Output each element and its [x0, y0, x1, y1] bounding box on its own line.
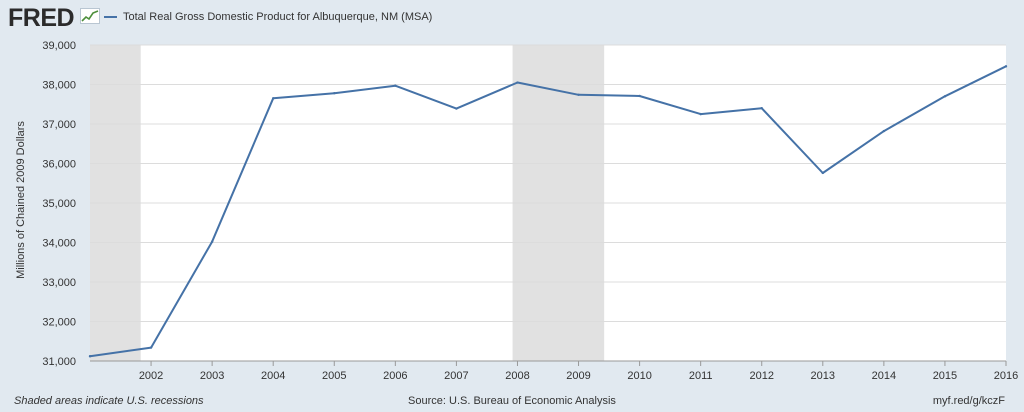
line-chart-icon	[80, 8, 100, 24]
x-tick-label: 2009	[566, 370, 590, 382]
y-tick-label: 32,000	[42, 317, 76, 329]
x-tick-label: 2011	[689, 370, 713, 382]
y-tick-label: 31,000	[42, 356, 76, 368]
y-tick-label: 39,000	[42, 40, 76, 52]
data-point	[760, 107, 763, 110]
recession-note: Shaded areas indicate U.S. recessions	[14, 395, 204, 407]
source-text: Source: U.S. Bureau of Economic Analysis	[408, 395, 616, 407]
x-tick-label: 2003	[200, 370, 224, 382]
data-point	[455, 107, 458, 110]
legend-swatch	[104, 16, 117, 18]
x-tick-label: 2006	[383, 370, 407, 382]
x-tick-label: 2016	[994, 370, 1018, 382]
data-point	[394, 84, 397, 87]
chart-footer: Shaded areas indicate U.S. recessions So…	[0, 395, 1024, 411]
data-point	[943, 95, 947, 98]
x-tick-label: 2008	[505, 370, 529, 382]
chart-legend: Total Real Gross Domestic Product for Al…	[104, 11, 432, 23]
data-point	[516, 81, 519, 84]
y-tick-label: 34,000	[42, 238, 76, 250]
y-tick-label: 36,000	[42, 159, 76, 171]
data-point	[821, 171, 824, 175]
data-point	[1004, 65, 1008, 68]
x-tick-label: 2013	[811, 370, 835, 382]
x-tick-label: 2010	[627, 370, 651, 382]
data-point	[272, 97, 275, 100]
x-tick-label: 2015	[933, 370, 957, 382]
data-point	[88, 355, 92, 358]
data-point	[699, 112, 702, 116]
chart-header: FRED Total Real Gross Domestic Product f…	[0, 0, 1024, 36]
legend-label: Total Real Gross Domestic Product for Al…	[123, 11, 433, 23]
y-tick-label: 37,000	[42, 119, 76, 131]
x-tick-label: 2014	[872, 370, 896, 382]
short-url-link[interactable]: myf.red/g/kczF	[932, 395, 1005, 407]
data-point	[638, 94, 641, 98]
x-tick-label: 2005	[322, 370, 346, 382]
y-tick-label: 38,000	[42, 80, 76, 92]
x-tick-label: 2004	[261, 370, 285, 382]
x-tick-label: 2002	[139, 370, 163, 382]
line-chart: 31,000 32,000 33,000 34,000 35,000 36,000 37,0…	[42, 40, 1018, 382]
series-line	[89, 65, 1007, 358]
data-point	[577, 93, 580, 96]
fred-logo: FRED	[8, 4, 75, 32]
data-point	[882, 129, 886, 133]
data-point	[210, 240, 214, 243]
y-tick-label: 35,000	[42, 198, 76, 210]
x-tick-label: 2007	[444, 370, 468, 382]
data-point	[149, 346, 153, 349]
x-tick-label: 2012	[749, 370, 773, 382]
y-tick-label: 33,000	[42, 277, 76, 289]
data-point	[333, 91, 336, 95]
